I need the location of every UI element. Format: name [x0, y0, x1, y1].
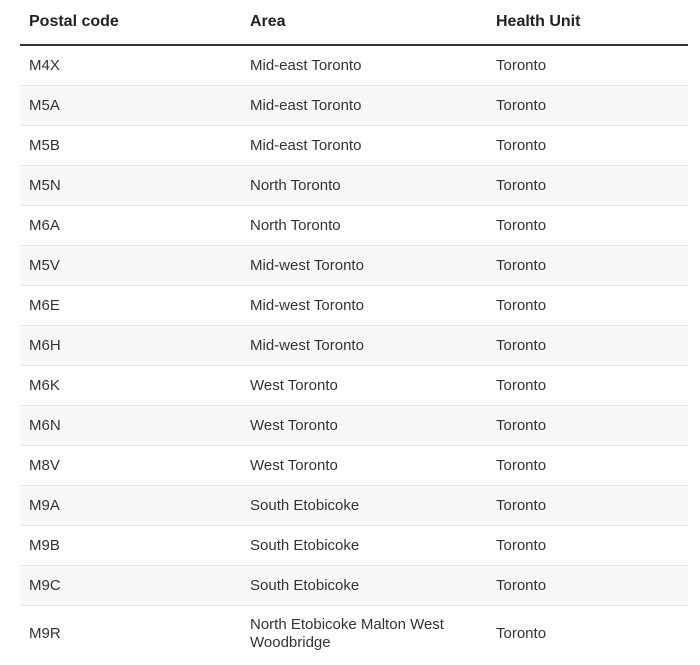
- postal-code-cell: M6N: [29, 416, 61, 434]
- postal-code-cell: M9B: [29, 536, 60, 554]
- table-row: M6N West Toronto Toronto: [20, 406, 688, 446]
- area-cell: Mid-west Toronto: [250, 296, 364, 314]
- table-row: M6A North Toronto Toronto: [20, 206, 688, 246]
- table-row: M5B Mid-east Toronto Toronto: [20, 126, 688, 166]
- area-cell: West Toronto: [250, 416, 338, 434]
- area-cell: South Etobicoke: [250, 536, 360, 554]
- header-area: Area: [250, 13, 286, 30]
- postal-code-cell: M4X: [29, 56, 60, 74]
- table-row: M5A Mid-east Toronto Toronto: [20, 86, 688, 126]
- postal-code-cell: M5V: [29, 256, 60, 274]
- health-unit-cell: Toronto: [496, 176, 547, 194]
- table-row: M4X Mid-east Toronto Toronto: [20, 46, 688, 86]
- table-row: M9A South Etobicoke Toronto: [20, 486, 688, 526]
- health-unit-cell: Toronto: [496, 296, 547, 314]
- table-row: M6K West Toronto Toronto: [20, 366, 688, 406]
- header-postal-code: Postal code: [29, 13, 119, 30]
- postal-code-cell: M5N: [29, 176, 61, 194]
- health-unit-cell: Toronto: [496, 496, 547, 514]
- health-unit-cell: Toronto: [496, 625, 547, 642]
- health-unit-cell: Toronto: [496, 376, 547, 394]
- table-header-row: Postal code Area Health Unit: [20, 0, 688, 46]
- header-health-unit: Health Unit: [496, 13, 581, 30]
- area-cell: Mid-east Toronto: [250, 56, 362, 74]
- postal-code-cell: M8V: [29, 456, 60, 474]
- area-cell: West Toronto: [250, 456, 338, 474]
- health-unit-cell: Toronto: [496, 336, 547, 354]
- area-cell: North Etobicoke Malton West Woodbridge: [250, 616, 444, 651]
- postal-code-cell: M9C: [29, 576, 61, 594]
- table-row: M5V Mid-west Toronto Toronto: [20, 246, 688, 286]
- area-cell: Mid-east Toronto: [250, 136, 362, 154]
- health-unit-cell: Toronto: [496, 416, 547, 434]
- table-row: M6H Mid-west Toronto Toronto: [20, 326, 688, 366]
- health-unit-cell: Toronto: [496, 96, 547, 114]
- table-row: M9B South Etobicoke Toronto: [20, 526, 688, 566]
- postal-code-cell: M9R: [29, 625, 61, 642]
- table-row: M8V West Toronto Toronto: [20, 446, 688, 486]
- health-unit-cell: Toronto: [496, 456, 547, 474]
- table-row: M9R North Etobicoke Malton West Woodbrid…: [20, 606, 688, 662]
- area-cell: South Etobicoke: [250, 576, 360, 594]
- postal-code-cell: M9A: [29, 496, 60, 514]
- area-cell: West Toronto: [250, 376, 338, 394]
- area-cell: Mid-west Toronto: [250, 336, 364, 354]
- area-cell: North Toronto: [250, 176, 341, 194]
- postal-code-cell: M5A: [29, 96, 60, 114]
- health-unit-cell: Toronto: [496, 576, 547, 594]
- health-unit-cell: Toronto: [496, 56, 547, 74]
- health-unit-cell: Toronto: [496, 256, 547, 274]
- table-row: M5N North Toronto Toronto: [20, 166, 688, 206]
- postal-code-cell: M6E: [29, 296, 60, 314]
- postal-code-cell: M6K: [29, 376, 60, 394]
- area-cell: Mid-west Toronto: [250, 256, 364, 274]
- postal-code-cell: M5B: [29, 136, 60, 154]
- table-row: M9C South Etobicoke Toronto: [20, 566, 688, 606]
- health-unit-cell: Toronto: [496, 536, 547, 554]
- postal-code-table: Postal code Area Health Unit M4X Mid-eas…: [20, 0, 688, 662]
- postal-code-cell: M6A: [29, 216, 60, 234]
- area-cell: South Etobicoke: [250, 496, 360, 514]
- postal-code-cell: M6H: [29, 336, 61, 354]
- area-cell: Mid-east Toronto: [250, 96, 362, 114]
- table-row: M6E Mid-west Toronto Toronto: [20, 286, 688, 326]
- health-unit-cell: Toronto: [496, 136, 547, 154]
- health-unit-cell: Toronto: [496, 216, 547, 234]
- area-cell: North Toronto: [250, 216, 341, 234]
